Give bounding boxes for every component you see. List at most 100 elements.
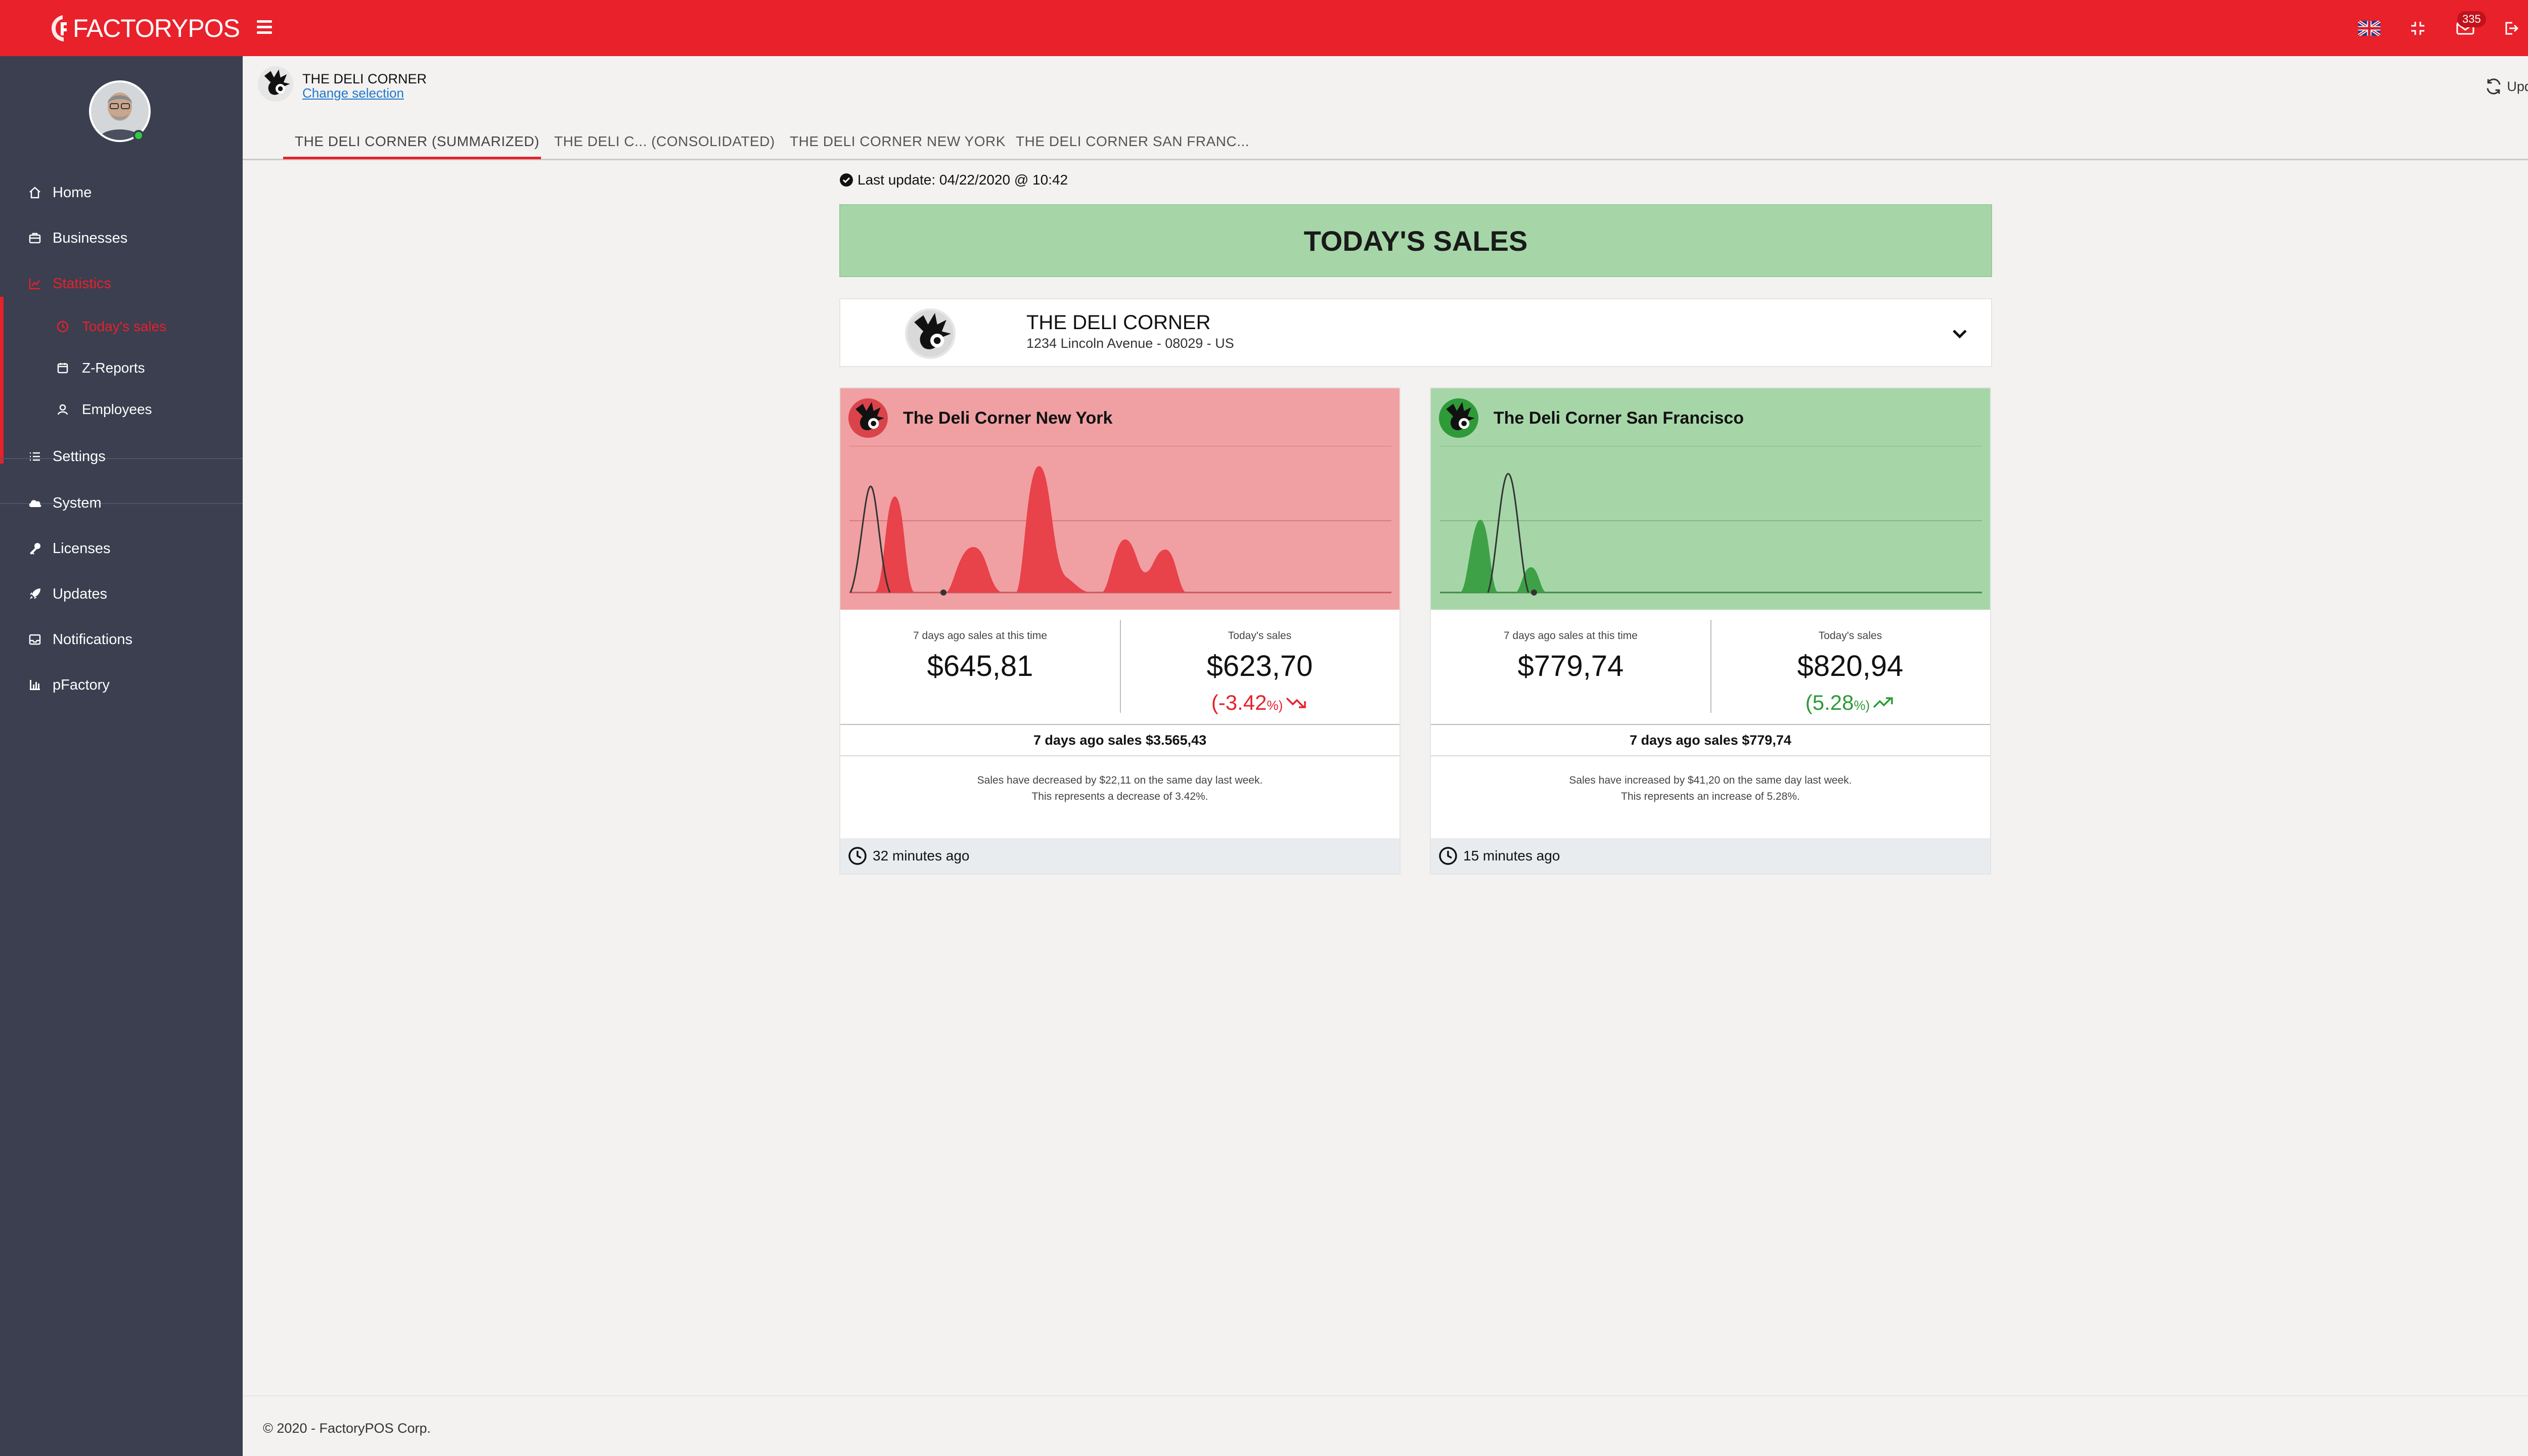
last-updated-footer: 32 minutes ago xyxy=(840,838,1400,874)
chevron-down-icon[interactable] xyxy=(1950,324,1970,344)
tab-label: THE DELI CORNER SAN FRANC... xyxy=(1016,133,1250,149)
sidebar: Home Businesses Statistics Today's sales… xyxy=(0,56,243,1456)
delta-value: 5.28 xyxy=(1812,691,1854,714)
sidebar-item-notifications[interactable]: Notifications xyxy=(0,619,243,660)
business-selector[interactable]: THE DELI CORNER 1234 Lincoln Avenue - 08… xyxy=(839,298,1992,367)
sidebar-item-updates[interactable]: Updates xyxy=(0,574,243,614)
tab-label: THE DELI CORNER (SUMMARIZED) xyxy=(295,133,539,149)
clock-icon xyxy=(55,318,71,335)
selected-business-name: THE DELI CORNER xyxy=(302,71,427,86)
sidebar-item-label: Notifications xyxy=(53,631,132,648)
sidebar-item-label: pFactory xyxy=(53,676,110,693)
sales-delta: (5.28%) xyxy=(1710,691,1990,715)
week-ago-total: 7 days ago sales $3.565,43 xyxy=(840,724,1400,756)
last-update: Last update: 04/22/2020 @ 10:42 xyxy=(839,172,1068,188)
summary-line: Sales have decreased by $22,11 on the sa… xyxy=(977,775,1263,786)
sidebar-subitem-employees[interactable]: Employees xyxy=(0,391,243,428)
active-section-indicator xyxy=(0,297,4,464)
metric-today: Today's sales $623,70 (-3.42%) xyxy=(1120,610,1400,724)
key-icon xyxy=(26,540,43,557)
sidebar-item-home[interactable]: Home xyxy=(0,172,243,213)
metric-value: $645,81 xyxy=(927,650,1033,682)
tab-label: THE DELI C... (CONSOLIDATED) xyxy=(554,133,775,149)
metric-divider xyxy=(1710,620,1711,713)
sales-delta: (-3.42%) xyxy=(1120,691,1400,715)
menu-toggle-icon[interactable] xyxy=(257,20,272,35)
sidebar-item-businesses[interactable]: Businesses xyxy=(0,218,243,258)
metric-label: 7 days ago sales at this time xyxy=(913,630,1047,642)
sidebar-subitem-label: Employees xyxy=(82,401,152,417)
update-all-button[interactable]: Update all xyxy=(2485,77,2528,96)
last-updated-footer: 15 minutes ago xyxy=(1431,838,1990,874)
sidebar-item-label: Home xyxy=(53,184,92,201)
sidebar-subitem-todays-sales[interactable]: Today's sales xyxy=(0,308,243,345)
sidebar-item-label: Settings xyxy=(53,448,106,465)
refresh-icon xyxy=(2487,78,2501,95)
business-logo-icon xyxy=(905,308,956,359)
delta-close: %) xyxy=(1267,698,1283,713)
sidebar-subitem-label: Z-Reports xyxy=(82,360,145,376)
sidebar-divider xyxy=(0,458,243,459)
logout-icon[interactable] xyxy=(2500,17,2522,39)
factorypos-logo-icon xyxy=(52,15,67,41)
sales-summary: Sales have decreased by $22,11 on the sa… xyxy=(840,772,1400,805)
metric-week-ago: 7 days ago sales at this time $779,74 xyxy=(1431,610,1710,724)
sidebar-item-label: Updates xyxy=(53,585,108,602)
sidebar-item-pfactory[interactable]: pFactory xyxy=(0,665,243,705)
inbox-icon xyxy=(26,631,43,648)
sidebar-item-label: Statistics xyxy=(53,275,112,292)
home-icon xyxy=(26,184,43,201)
tab-new-york[interactable]: THE DELI CORNER NEW YORK xyxy=(790,124,1006,159)
bar-chart-icon xyxy=(26,676,43,694)
tab-san-francisco[interactable]: THE DELI CORNER SAN FRANC... xyxy=(1016,124,1249,159)
clock-icon xyxy=(1439,847,1457,865)
week-ago-total: 7 days ago sales $779,74 xyxy=(1431,724,1990,756)
store-card-header: The Deli Corner New York xyxy=(840,388,1400,610)
tab-consolidated[interactable]: THE DELI C... (CONSOLIDATED) xyxy=(554,124,775,159)
sales-metrics: 7 days ago sales at this time $779,74 To… xyxy=(1431,610,1990,724)
store-card-header: The Deli Corner San Francisco xyxy=(1431,388,1990,610)
sidebar-divider xyxy=(0,503,243,504)
calendar-icon xyxy=(55,360,71,376)
store-name: The Deli Corner San Francisco xyxy=(1494,408,1744,428)
brand-logo[interactable]: FACTORY POS xyxy=(50,12,240,44)
metric-label: Today's sales xyxy=(1228,630,1292,642)
last-updated-text: 15 minutes ago xyxy=(1463,848,1560,863)
metric-value: $820,94 xyxy=(1797,650,1904,682)
trend-down-icon xyxy=(1286,697,1306,708)
change-selection-link[interactable]: Change selection xyxy=(302,85,404,101)
metric-divider xyxy=(1120,620,1121,713)
sidebar-subitem-z-reports[interactable]: Z-Reports xyxy=(0,349,243,387)
list-icon xyxy=(26,448,43,465)
store-card-new-york: The Deli Corner New York 7 days ago sale… xyxy=(839,387,1401,875)
sales-metrics: 7 days ago sales at this time $645,81 To… xyxy=(840,610,1400,724)
check-circle-icon xyxy=(840,173,853,187)
store-card-san-francisco: The Deli Corner San Francisco 7 days ago… xyxy=(1430,387,1991,875)
uk-flag-icon[interactable] xyxy=(2358,17,2380,39)
notification-badge: 335 xyxy=(2457,11,2486,27)
sidebar-item-settings[interactable]: Settings xyxy=(0,436,243,477)
metric-label: 7 days ago sales at this time xyxy=(1504,630,1638,642)
sidebar-subitem-label: Today's sales xyxy=(82,318,167,334)
trend-up-icon xyxy=(1873,697,1893,708)
briefcase-icon xyxy=(26,230,43,247)
sidebar-item-licenses[interactable]: Licenses xyxy=(0,528,243,569)
summary-line: This represents an increase of 5.28%. xyxy=(1621,791,1800,802)
metric-today: Today's sales $820,94 (5.28%) xyxy=(1710,610,1990,724)
compress-icon[interactable] xyxy=(2407,17,2429,39)
user-icon xyxy=(55,401,71,418)
chart-icon xyxy=(26,275,43,292)
store-logo-icon xyxy=(1439,398,1478,438)
tab-summarized[interactable]: THE DELI CORNER (SUMMARIZED) xyxy=(295,124,539,159)
summary-line: This represents a decrease of 3.42%. xyxy=(1031,791,1208,802)
sidebar-item-label: Licenses xyxy=(53,540,111,557)
delta-value: -3.42 xyxy=(1218,691,1267,714)
last-update-text: Last update: 04/22/2020 @ 10:42 xyxy=(857,172,1068,188)
store-name: The Deli Corner New York xyxy=(903,408,1113,428)
metric-value: $779,74 xyxy=(1517,650,1624,682)
sidebar-item-statistics[interactable]: Statistics xyxy=(0,263,243,304)
business-logo-icon xyxy=(258,66,293,102)
delta-open: ( xyxy=(1805,691,1813,714)
cloud-icon xyxy=(26,494,43,512)
sidebar-item-system[interactable]: System xyxy=(0,483,243,523)
